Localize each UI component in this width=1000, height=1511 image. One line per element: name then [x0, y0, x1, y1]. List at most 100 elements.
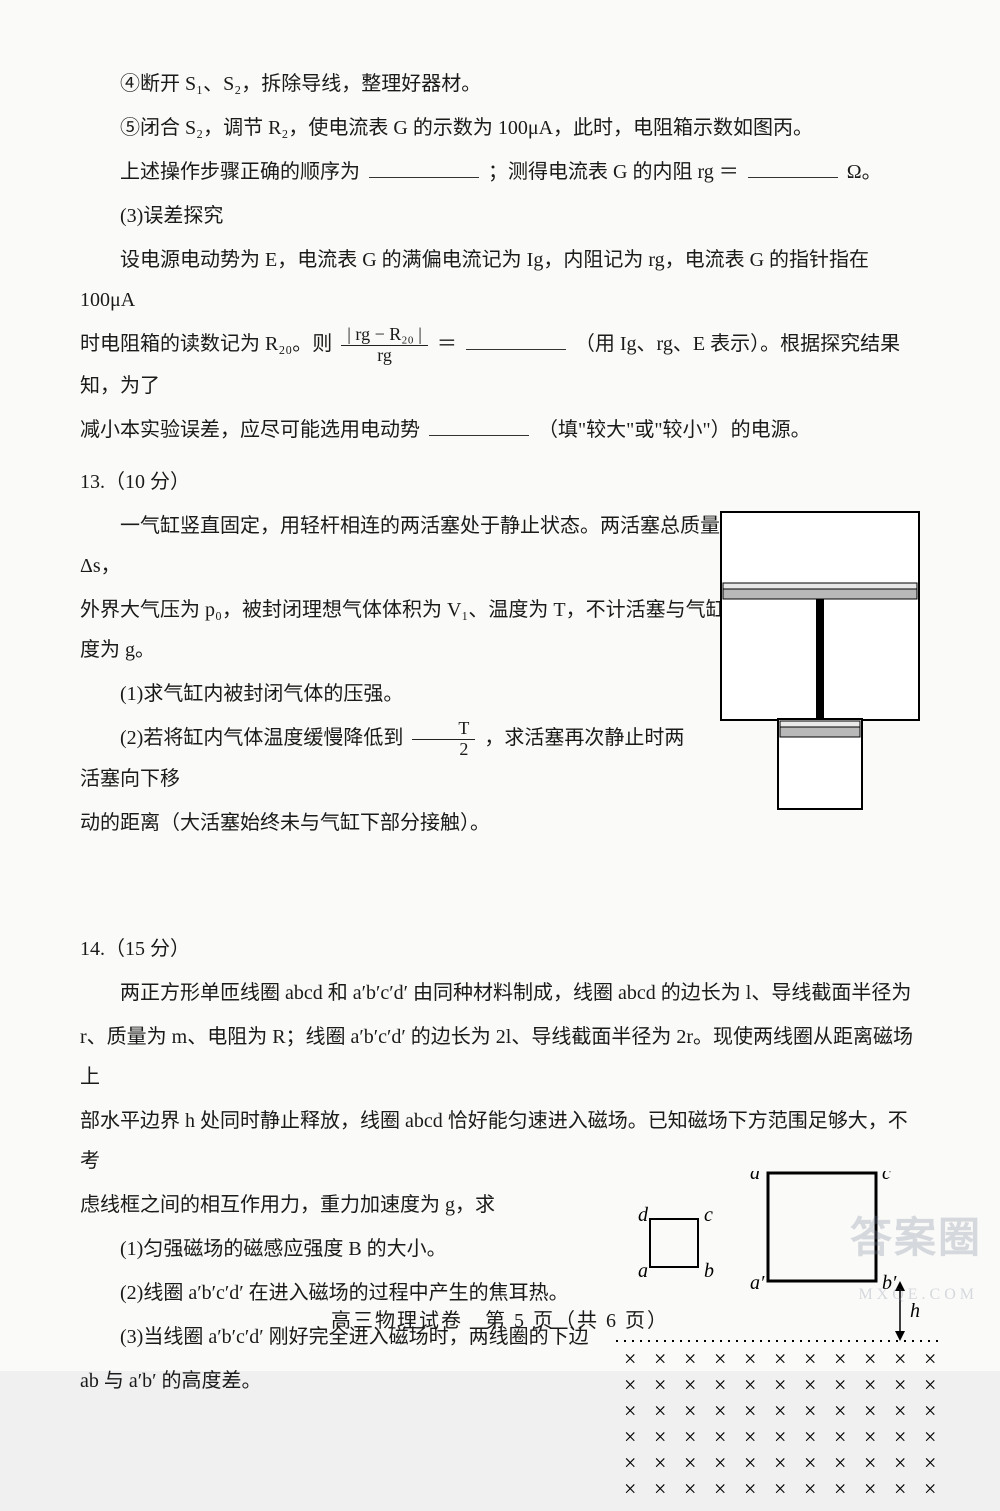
q12-order-tail: ；测得电流表 G 的内阻 rg ＝	[488, 161, 739, 183]
svg-text:×: ×	[924, 1476, 936, 1501]
svg-text:×: ×	[924, 1424, 936, 1449]
svg-text:×: ×	[864, 1476, 876, 1501]
svg-text:×: ×	[804, 1424, 816, 1449]
svg-text:×: ×	[654, 1450, 666, 1475]
svg-text:×: ×	[894, 1450, 906, 1475]
q12-eq: ＝	[437, 333, 457, 355]
svg-text:×: ×	[804, 1476, 816, 1501]
blank-order	[369, 157, 479, 178]
q12-step5: ⑤闭合 S₂，调节 R₂，使电流表 G 的示数为 100μA，此时，电阻箱示数如…	[80, 108, 920, 148]
svg-text:×: ×	[714, 1398, 726, 1423]
q14-sub3b: ab 与 a′b′ 的高度差。	[80, 1361, 630, 1401]
svg-text:×: ×	[804, 1450, 816, 1475]
q14-p3: 部水平边界 h 处同时静止释放，线圈 abcd 恰好能匀速进入磁场。已知磁场下方…	[80, 1101, 920, 1181]
svg-text:×: ×	[744, 1476, 756, 1501]
svg-text:×: ×	[894, 1398, 906, 1423]
svg-text:×: ×	[714, 1450, 726, 1475]
q12-frac-den: rg	[341, 346, 428, 366]
svg-text:×: ×	[624, 1476, 636, 1501]
q12-para3-tail: （填"较大"或"较小"）的电源。	[538, 419, 811, 441]
svg-text:×: ×	[744, 1450, 756, 1475]
svg-text:×: ×	[654, 1372, 666, 1397]
blank-rg	[748, 157, 838, 178]
lbl-bp: b′	[882, 1272, 897, 1294]
q12-para3: 减小本实验误差，应尽可能选用电动势 （填"较大"或"较小"）的电源。	[80, 410, 920, 450]
q13-sub2: (2)若将缸内气体温度缓慢降低到 T 2 ，求活塞再次静止时两活塞向下移	[80, 718, 700, 800]
q14-figure: d c a b d′ c′ a′ b′ h ××××××××××××××××××…	[610, 1171, 950, 1511]
svg-text:×: ×	[684, 1476, 696, 1501]
blank-expr	[466, 329, 566, 350]
svg-text:×: ×	[834, 1476, 846, 1501]
q14-head: 14.（15 分）	[80, 929, 920, 969]
svg-text:×: ×	[654, 1424, 666, 1449]
q12-part3-title: (3)误差探究	[80, 196, 920, 236]
q12-order-lead: 上述操作步骤正确的顺序为	[120, 161, 360, 183]
q12-frac: | rg − R₂₀ | rg	[341, 325, 428, 366]
svg-text:×: ×	[714, 1346, 726, 1371]
svg-text:×: ×	[834, 1372, 846, 1397]
lbl-b: b	[704, 1260, 714, 1282]
lbl-cp: c′	[882, 1171, 896, 1184]
q14-p2: r、质量为 m、电阻为 R；线圈 a′b′c′d′ 的边长为 2l、导线截面半径…	[80, 1017, 920, 1097]
field-region: ××××××××××××××××××××××××××××××××××××××××…	[624, 1346, 936, 1501]
q13-sub2a: (2)若将缸内气体温度缓慢降低到	[120, 727, 403, 749]
svg-text:×: ×	[744, 1372, 756, 1397]
svg-text:×: ×	[624, 1450, 636, 1475]
svg-text:×: ×	[894, 1372, 906, 1397]
svg-text:×: ×	[744, 1398, 756, 1423]
svg-text:×: ×	[684, 1398, 696, 1423]
exam-page: ④断开 S₁、S₂，拆除导线，整理好器材。 ⑤闭合 S₂，调节 R₂，使电流表 …	[0, 0, 1000, 1371]
svg-text:×: ×	[924, 1346, 936, 1371]
q12-para1: 设电源电动势为 E，电流表 G 的满偏电流记为 Ig，内阻记为 rg，电流表 G…	[80, 240, 920, 320]
svg-text:×: ×	[714, 1476, 726, 1501]
svg-text:×: ×	[654, 1476, 666, 1501]
q12-frac-num: | rg − R₂₀ |	[341, 325, 428, 346]
q12-order-line: 上述操作步骤正确的顺序为 ；测得电流表 G 的内阻 rg ＝ Ω。	[80, 152, 920, 192]
lbl-ap: a′	[750, 1272, 765, 1294]
svg-text:×: ×	[864, 1398, 876, 1423]
q12-para2: 时电阻箱的读数记为 R₂₀。则 | rg − R₂₀ | rg ＝ （用 Ig、…	[80, 324, 920, 406]
q13-head: 13.（10 分）	[80, 462, 920, 502]
svg-text:×: ×	[684, 1372, 696, 1397]
svg-text:×: ×	[744, 1346, 756, 1371]
svg-text:×: ×	[834, 1398, 846, 1423]
svg-text:×: ×	[744, 1424, 756, 1449]
svg-text:×: ×	[894, 1476, 906, 1501]
svg-text:×: ×	[774, 1424, 786, 1449]
svg-text:×: ×	[924, 1450, 936, 1475]
svg-text:×: ×	[654, 1346, 666, 1371]
svg-text:×: ×	[864, 1450, 876, 1475]
blank-size	[429, 415, 529, 436]
q12-para3-lead: 减小本实验误差，应尽可能选用电动势	[80, 419, 420, 441]
q14-p4: 虑线框之间的相互作用力，重力加速度为 g，求	[80, 1185, 630, 1225]
q12-unit: Ω。	[847, 161, 882, 183]
svg-text:×: ×	[924, 1398, 936, 1423]
svg-text:×: ×	[834, 1450, 846, 1475]
q13-figure	[720, 511, 920, 811]
lbl-a: a	[638, 1260, 648, 1282]
q13-sub3: 动的距离（大活塞始终未与气缸下部分接触）。	[80, 803, 700, 843]
q13-frac-den: 2	[412, 740, 475, 760]
svg-text:×: ×	[834, 1346, 846, 1371]
svg-text:×: ×	[804, 1346, 816, 1371]
svg-text:×: ×	[624, 1346, 636, 1371]
svg-text:×: ×	[924, 1372, 936, 1397]
svg-text:×: ×	[714, 1424, 726, 1449]
svg-text:×: ×	[774, 1372, 786, 1397]
svg-text:×: ×	[864, 1372, 876, 1397]
svg-text:×: ×	[774, 1398, 786, 1423]
q14-sub1: (1)匀强磁场的磁感应强度 B 的大小。	[80, 1229, 630, 1269]
q13-frac: T 2	[412, 719, 475, 760]
lbl-dp: d′	[750, 1171, 765, 1184]
q13-frac-num: T	[412, 719, 475, 740]
svg-text:×: ×	[684, 1424, 696, 1449]
svg-text:×: ×	[624, 1398, 636, 1423]
svg-text:×: ×	[894, 1424, 906, 1449]
svg-text:×: ×	[774, 1476, 786, 1501]
q12-step4: ④断开 S₁、S₂，拆除导线，整理好器材。	[80, 64, 920, 104]
svg-text:×: ×	[774, 1450, 786, 1475]
q12-para2-lead: 时电阻箱的读数记为 R₂₀。则	[80, 333, 332, 355]
lbl-d: d	[638, 1204, 649, 1226]
svg-text:×: ×	[624, 1372, 636, 1397]
svg-text:×: ×	[864, 1424, 876, 1449]
